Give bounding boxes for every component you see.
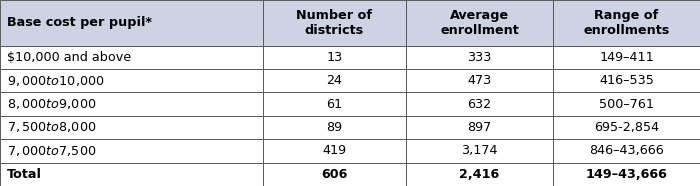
Bar (262, 92, 406, 116)
Bar (0, 116, 262, 139)
Bar (262, 46, 406, 69)
Text: $9,000 to $10,000: $9,000 to $10,000 (7, 74, 104, 88)
Bar (0, 46, 262, 69)
Bar (262, 69, 406, 92)
Bar (0, 69, 262, 92)
Text: 149–411: 149–411 (599, 51, 654, 64)
Bar (406, 92, 553, 116)
Text: $10,000 and above: $10,000 and above (7, 51, 131, 64)
Text: 606: 606 (321, 168, 347, 181)
Text: 2,416: 2,416 (459, 168, 500, 181)
Text: 473: 473 (468, 74, 491, 87)
Text: 149–43,666: 149–43,666 (586, 168, 667, 181)
Bar (0, 0, 262, 46)
Bar (406, 139, 553, 163)
Text: 333: 333 (468, 51, 491, 64)
Bar (262, 116, 406, 139)
Text: Total: Total (7, 168, 42, 181)
Text: $7,000 to $7,500: $7,000 to $7,500 (7, 144, 97, 158)
Bar (262, 139, 406, 163)
Bar (553, 139, 700, 163)
Text: 897: 897 (468, 121, 491, 134)
Bar (553, 0, 700, 46)
Bar (262, 163, 406, 186)
Bar (406, 69, 553, 92)
Text: 416–535: 416–535 (599, 74, 654, 87)
Text: 3,174: 3,174 (461, 144, 498, 157)
Bar (553, 163, 700, 186)
Bar (262, 0, 406, 46)
Bar (0, 163, 262, 186)
Bar (406, 0, 553, 46)
Text: Average
enrollment: Average enrollment (440, 9, 519, 37)
Bar (406, 46, 553, 69)
Text: 846–43,666: 846–43,666 (589, 144, 664, 157)
Text: 632: 632 (468, 98, 491, 111)
Text: Number of
districts: Number of districts (296, 9, 372, 37)
Text: 419: 419 (322, 144, 346, 157)
Bar (553, 46, 700, 69)
Text: 89: 89 (326, 121, 342, 134)
Bar (0, 92, 262, 116)
Text: 61: 61 (326, 98, 342, 111)
Text: 500–761: 500–761 (599, 98, 654, 111)
Text: Base cost per pupil*: Base cost per pupil* (7, 16, 152, 29)
Text: $8,000 to $9,000: $8,000 to $9,000 (7, 97, 97, 111)
Bar (553, 92, 700, 116)
Bar (553, 116, 700, 139)
Text: $7,500 to $8,000: $7,500 to $8,000 (7, 121, 97, 134)
Bar (553, 69, 700, 92)
Text: 24: 24 (326, 74, 342, 87)
Text: 695-2,854: 695-2,854 (594, 121, 659, 134)
Bar (406, 116, 553, 139)
Bar (0, 139, 262, 163)
Bar (406, 163, 553, 186)
Text: Range of
enrollments: Range of enrollments (583, 9, 670, 37)
Text: 13: 13 (326, 51, 342, 64)
